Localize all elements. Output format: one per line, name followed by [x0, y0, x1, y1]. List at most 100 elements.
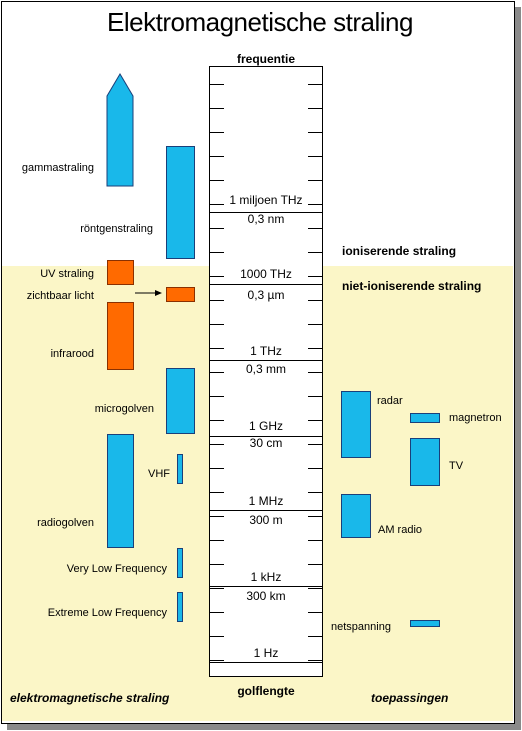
scale-tick — [210, 132, 224, 133]
scale-tick — [308, 324, 322, 325]
scale-tick — [308, 276, 322, 277]
scale-tick — [308, 252, 322, 253]
scale-tick — [308, 204, 322, 205]
am-radio-label: AM radio — [378, 524, 423, 536]
scale-frequency: 1000 THz — [240, 267, 292, 281]
mains-label: netspanning — [331, 621, 391, 633]
xray-label: röntgenstraling — [80, 223, 153, 235]
scale-frequency: 1 GHz — [248, 419, 283, 433]
scale-divider — [209, 662, 323, 663]
scale-tick — [210, 420, 224, 421]
scale-tick — [210, 180, 224, 181]
scale-tick — [308, 420, 322, 421]
scale-tick — [308, 636, 322, 637]
scale-tick — [210, 84, 224, 85]
scale-wavelength: 0,3 mm — [245, 362, 286, 376]
ionizing-label: ioniserende straling — [342, 244, 457, 258]
scale-tick — [210, 492, 224, 493]
infrared-label: infrarood — [50, 348, 94, 360]
scale-tick — [308, 612, 322, 613]
scale-tick — [210, 156, 224, 157]
scale-frequency: 1 MHz — [248, 494, 284, 508]
scale-tick — [210, 228, 224, 229]
scale-tick — [308, 132, 322, 133]
tv-label: TV — [449, 460, 464, 472]
tv-band — [410, 438, 440, 486]
radar-band — [341, 391, 371, 458]
magnetron-band — [410, 413, 440, 423]
scale-tick — [308, 180, 322, 181]
scale-divider — [209, 360, 323, 361]
scale-tick — [210, 540, 224, 541]
scale-tick — [308, 564, 322, 565]
scale-divider — [209, 436, 323, 437]
scale-wavelength: 30 cm — [249, 436, 283, 450]
gamma-label: gammastraling — [21, 162, 94, 174]
microwave-label: microgolven — [94, 403, 154, 415]
frequency-heading: frequentie — [236, 52, 295, 66]
vhf-band — [177, 454, 183, 484]
page-title: Elektromagnetische straling — [107, 7, 413, 37]
scale-frequency: 1 Hz — [253, 646, 279, 660]
scale-tick — [210, 468, 224, 469]
scale-divider — [209, 586, 323, 587]
radio-band — [107, 434, 134, 548]
scale-wavelength: 300 km — [246, 589, 286, 603]
scale-divider — [209, 212, 323, 213]
scale-tick — [308, 372, 322, 373]
microwave-band — [166, 368, 195, 434]
scale-tick — [210, 300, 224, 301]
scale-tick — [308, 588, 322, 589]
footer-applications-label: toepassingen — [371, 691, 449, 705]
scale-wavelength: 0,3 nm — [247, 212, 285, 226]
scale-tick — [308, 156, 322, 157]
footer-radiation-label: elektromagnetische straling — [10, 691, 170, 705]
uv-band — [107, 260, 134, 285]
magnetron-label: magnetron — [449, 412, 502, 424]
scale-tick — [210, 252, 224, 253]
scale-tick — [210, 660, 224, 661]
gamma-band — [106, 73, 134, 187]
scale-frequency: 1 miljoen THz — [229, 193, 303, 207]
visible-light-label: zichtbaar licht — [26, 290, 94, 302]
scale-tick — [210, 612, 224, 613]
scale-tick — [210, 204, 224, 205]
scale-tick — [210, 588, 224, 589]
radar-label: radar — [377, 395, 403, 407]
scale-wavelength: 0,3 µm — [247, 288, 285, 302]
scale-tick — [308, 108, 322, 109]
mains-band — [410, 620, 440, 627]
scale-tick — [308, 396, 322, 397]
scale-divider — [209, 510, 323, 511]
scale-tick — [308, 492, 322, 493]
scale-tick — [210, 516, 224, 517]
scale-tick — [308, 660, 322, 661]
scale-tick — [210, 396, 224, 397]
visible-light-band — [166, 287, 195, 302]
vlf-band — [177, 548, 183, 578]
vlf-label: Very Low Frequency — [66, 563, 167, 575]
scale-tick — [210, 276, 224, 277]
elf-label: Extreme Low Frequency — [47, 607, 167, 619]
non-ionizing-label: niet-ioniserende straling — [342, 279, 482, 293]
scale-tick — [308, 516, 322, 517]
scale-tick — [308, 444, 322, 445]
scale-tick — [210, 348, 224, 349]
xray-band — [166, 146, 195, 259]
scale-divider — [209, 284, 323, 285]
scale-tick — [210, 564, 224, 565]
radio-label: radiogolven — [37, 517, 94, 529]
scale-tick — [210, 324, 224, 325]
scale-tick — [210, 372, 224, 373]
scale-wavelength: 300 m — [249, 513, 283, 527]
uv-label: UV straling — [40, 268, 94, 280]
scale-tick — [210, 108, 224, 109]
scale-tick — [308, 468, 322, 469]
scale-tick — [308, 228, 322, 229]
scale-frequency: 1 kHz — [250, 570, 282, 584]
scale-tick — [210, 444, 224, 445]
scale-tick — [308, 348, 322, 349]
infrared-band — [107, 302, 134, 370]
elf-band — [177, 592, 183, 622]
